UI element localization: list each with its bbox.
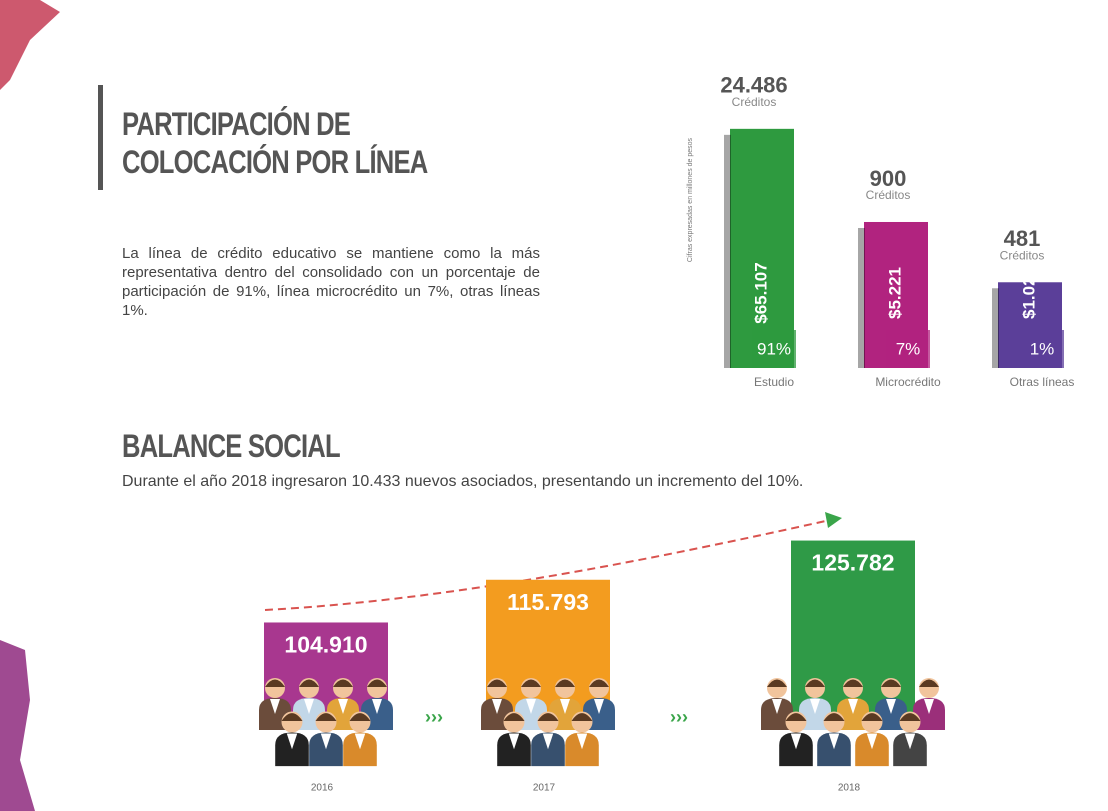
category-label: Estudio: [754, 375, 794, 389]
value-label: 125.782: [811, 550, 894, 576]
page: ››› ››› Cifras expresadas en millones de…: [0, 0, 1108, 811]
title-bar: [98, 85, 103, 190]
credits-unit: Créditos: [1000, 248, 1045, 262]
value-label: $1.020: [1019, 267, 1038, 319]
year-label: 2017: [533, 783, 556, 794]
value-label: 104.910: [284, 632, 367, 658]
section-title: BALANCE SOCIAL: [122, 428, 340, 465]
section-title: COLOCACIÓN POR LÍNEA: [122, 144, 427, 181]
person-hair: [919, 680, 939, 688]
section-title: PARTICIPACIÓN DE: [122, 106, 350, 143]
bar-side: [858, 228, 865, 368]
credits-value: 900: [870, 166, 907, 191]
value-label: $65.107: [751, 262, 770, 323]
credits-unit: Créditos: [732, 95, 777, 109]
subtitle: Durante el año 2018 ingresaron 10.433 nu…: [122, 472, 803, 491]
share-label: 91%: [757, 339, 791, 358]
value-label: 115.793: [507, 589, 589, 615]
decoration: [0, 640, 35, 811]
arrow-head: [825, 512, 842, 528]
category-label: Otras líneas: [1010, 375, 1075, 389]
person-hair: [767, 680, 787, 688]
credits-value: 24.486: [720, 73, 787, 98]
share-label: 7%: [896, 339, 921, 358]
axis-note: Cifras expresadas en millones de pesos: [687, 137, 694, 262]
share-label: 1%: [1030, 339, 1055, 358]
value-label: $5.221: [885, 267, 904, 319]
credits-value: 481: [1004, 226, 1041, 251]
chevron: ›››: [425, 707, 443, 727]
paragraph: La línea de crédito educativo se mantien…: [122, 244, 540, 320]
year-label: 2016: [311, 783, 334, 794]
category-label: Microcrédito: [875, 375, 941, 389]
decoration: [0, 0, 60, 90]
chevron: ›››: [670, 707, 688, 727]
year-label: 2018: [838, 783, 861, 794]
credits-unit: Créditos: [866, 188, 911, 202]
bar-side: [724, 135, 731, 368]
bar-side: [992, 288, 999, 368]
